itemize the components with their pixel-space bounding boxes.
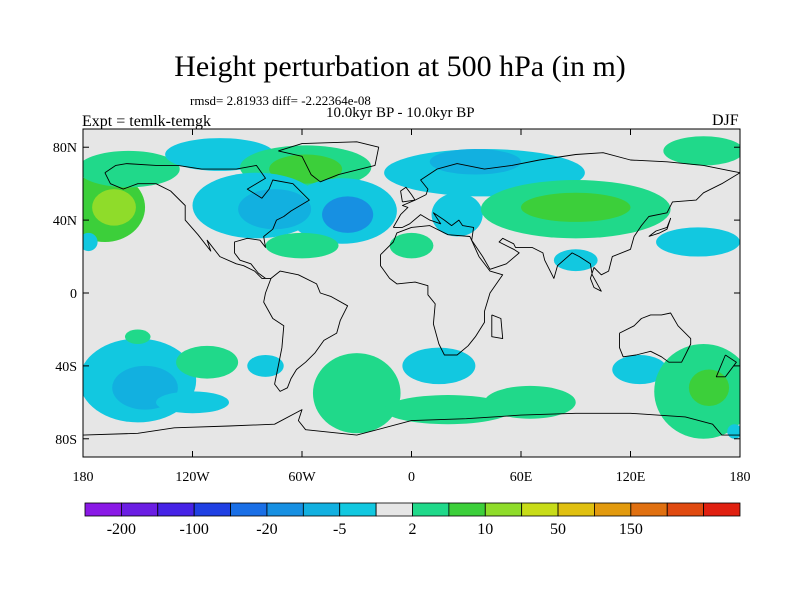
colorbar-swatch bbox=[193, 502, 231, 517]
colorbar-label: 50 bbox=[550, 521, 566, 538]
map-panel: 80N 40N 0 40S 80S 180 120W 60W 0 60E 120E 180 bbox=[53, 128, 751, 485]
lat-tick-label: 0 bbox=[70, 287, 77, 302]
season-label: DJF bbox=[712, 112, 739, 129]
anomaly-region bbox=[176, 345, 239, 379]
coastline bbox=[400, 186, 416, 203]
coastline bbox=[104, 163, 310, 279]
anomaly-region bbox=[322, 196, 374, 233]
lon-tick-label: 180 bbox=[730, 470, 751, 485]
colorbar-swatch bbox=[375, 502, 413, 517]
anomaly-region bbox=[83, 150, 180, 188]
lat-tick-label: 40N bbox=[53, 214, 77, 229]
colorbar-label: -5 bbox=[333, 521, 346, 538]
anomaly-region bbox=[389, 232, 434, 259]
anomaly-region bbox=[663, 136, 740, 166]
colorbar-label: -200 bbox=[107, 521, 136, 538]
anomaly-region bbox=[688, 369, 730, 406]
coastline bbox=[648, 217, 672, 237]
lat-tick-label: 80S bbox=[55, 433, 77, 448]
coastline bbox=[278, 141, 380, 183]
colorbar-label: -100 bbox=[180, 521, 209, 538]
colorbar-swatch bbox=[120, 502, 159, 517]
anomaly-fills bbox=[83, 136, 740, 439]
colorbar-swatch bbox=[594, 502, 632, 517]
colorbar-swatch bbox=[302, 502, 341, 517]
coastline bbox=[392, 152, 740, 292]
lon-tick-label: 0 bbox=[408, 470, 415, 485]
anomaly-region bbox=[83, 232, 98, 252]
coastline bbox=[491, 314, 504, 340]
colorbar-swatch bbox=[339, 502, 377, 517]
period-label: 10.0kyr BP - 10.0kyr BP bbox=[326, 105, 475, 121]
lat-tick-label: 80N bbox=[53, 141, 77, 156]
anomaly-region bbox=[238, 189, 312, 230]
anomaly-region bbox=[431, 192, 483, 237]
colorbar-swatch bbox=[666, 502, 705, 517]
lon-tick-label: 180 bbox=[73, 470, 94, 485]
coastline bbox=[263, 270, 349, 392]
anomaly-region bbox=[156, 391, 229, 414]
colorbar-swatch bbox=[230, 502, 268, 517]
colorbar-label: 150 bbox=[619, 521, 643, 538]
colorbar-swatch bbox=[703, 502, 741, 517]
anomaly-region bbox=[124, 329, 151, 345]
colorbar-swatch bbox=[157, 502, 195, 517]
colorbar-swatch bbox=[448, 502, 486, 517]
colorbar-swatch bbox=[412, 502, 450, 517]
coastline bbox=[380, 225, 504, 356]
lon-tick-label: 60W bbox=[288, 470, 316, 485]
colorbar-label: 10 bbox=[477, 521, 493, 538]
lon-tick-label: 60E bbox=[510, 470, 533, 485]
map-axes: 80N 40N 0 40S 80S 180 120W 60W 0 60E 120E 180 bbox=[53, 129, 751, 485]
anomaly-region bbox=[484, 385, 576, 419]
lat-tick-label: 40S bbox=[55, 360, 77, 375]
anomaly-region bbox=[265, 232, 339, 259]
coastlines bbox=[83, 141, 740, 436]
anomaly-region bbox=[312, 353, 401, 434]
anomaly-region bbox=[429, 149, 521, 175]
colorbar-swatch bbox=[630, 502, 668, 517]
lon-tick-label: 120W bbox=[175, 470, 210, 485]
colorbar-swatch bbox=[266, 502, 304, 517]
anomaly-region bbox=[384, 395, 512, 425]
anomaly-region bbox=[521, 192, 631, 222]
colorbar-label: -20 bbox=[256, 521, 277, 538]
coastline bbox=[619, 312, 692, 363]
colorbar-swatch bbox=[484, 502, 523, 517]
anomaly-region bbox=[656, 227, 740, 257]
experiment-label: Expt = temlk-temgk bbox=[82, 113, 211, 130]
lon-tick-label: 120E bbox=[616, 470, 646, 485]
anomaly-region bbox=[92, 189, 136, 226]
colorbar-swatch bbox=[521, 502, 559, 517]
colorbar-swatch bbox=[84, 502, 122, 517]
coastline bbox=[83, 409, 740, 436]
colorbar-swatch bbox=[557, 502, 595, 517]
colorbar: -200 -100 -20 -5 2 10 50 150 bbox=[84, 502, 741, 538]
anomaly-region bbox=[612, 354, 667, 385]
stats-label: rmsd= 2.81933 diff= -2.22364e-08 bbox=[190, 93, 371, 108]
anomaly-region bbox=[553, 249, 598, 272]
coastline bbox=[715, 354, 737, 378]
chart-title: Height perturbation at 500 hPa (in m) bbox=[174, 50, 626, 83]
anomaly-region bbox=[247, 354, 284, 377]
colorbar-label: 2 bbox=[409, 521, 417, 538]
anomaly-region bbox=[402, 347, 476, 385]
anomaly-region bbox=[269, 154, 343, 184]
